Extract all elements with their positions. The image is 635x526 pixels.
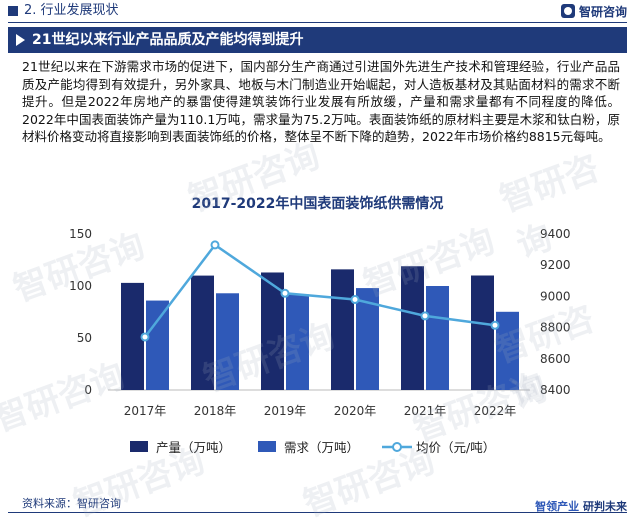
play-triangle-icon xyxy=(16,34,25,46)
section-square-icon xyxy=(8,6,18,16)
bar-demand xyxy=(216,293,239,390)
footer-slogan: 智领产业 研判未来 xyxy=(535,498,627,514)
x-axis-tick-label: 2022年 xyxy=(474,404,517,418)
brand: 智研咨询 xyxy=(560,3,627,19)
slogan-part-b: 研判未来 xyxy=(583,500,627,513)
bar-output xyxy=(191,275,214,390)
bar-output xyxy=(401,266,424,390)
price-point xyxy=(420,311,430,321)
x-axis-tick-label: 2020年 xyxy=(334,404,377,418)
legend-label: 均价（元/吨） xyxy=(416,440,495,455)
x-axis-tick-label: 2017年 xyxy=(124,404,167,418)
bar-demand xyxy=(426,286,449,390)
price-point xyxy=(490,320,500,330)
right-axis-tick-label: 8800 xyxy=(540,321,571,335)
legend-label: 需求（万吨） xyxy=(284,440,359,455)
chart-title: 2017-2022年中国表面装饰纸供需情况 xyxy=(191,196,444,212)
bar-output xyxy=(261,272,284,390)
right-axis-tick-label: 9000 xyxy=(540,289,571,303)
slogan-part-a: 智领产业 xyxy=(535,500,580,513)
x-axis-tick-label: 2018年 xyxy=(194,404,237,418)
legend-swatch-marker xyxy=(392,442,402,452)
bar-output xyxy=(331,269,354,390)
right-axis-tick-label: 8400 xyxy=(540,383,571,397)
legend-swatch xyxy=(130,441,148,452)
title-banner: 21世纪以来行业产品品质及产能均得到提升 xyxy=(8,27,627,53)
price-point xyxy=(140,332,150,342)
bar-demand xyxy=(286,294,309,390)
bar-output xyxy=(121,282,144,390)
footer-divider xyxy=(8,512,627,513)
left-axis-tick-label: 100 xyxy=(69,279,92,293)
right-axis-tick-label: 9400 xyxy=(540,227,571,241)
right-axis-tick-label: 9200 xyxy=(540,258,571,272)
price-point xyxy=(280,288,290,298)
banner-title: 21世纪以来行业产品品质及产能均得到提升 xyxy=(32,32,304,48)
section-header: 2. 行业发展现状 智研咨询 xyxy=(0,0,635,23)
bar-output xyxy=(471,275,494,390)
price-point xyxy=(210,240,220,250)
price-line xyxy=(144,243,496,338)
supply-demand-chart: 0 50 100 150 8400 8600 8800 9000 9200 9400 2017年 20… xyxy=(69,227,571,455)
x-axis-tick-label: 2019年 xyxy=(264,404,307,418)
price-point xyxy=(350,295,360,305)
x-axis-tick-label: 2021年 xyxy=(404,404,447,418)
brand-logo-icon xyxy=(560,4,575,18)
body-paragraph: 21世纪以来在下游需求市场的促进下，国内部分生产商通过引进国外先进生产技术和管理… xyxy=(22,59,620,145)
bar-demand xyxy=(356,288,379,390)
left-axis-tick-label: 50 xyxy=(77,331,92,345)
brand-name: 智研咨询 xyxy=(578,4,627,19)
legend-swatch xyxy=(258,441,276,452)
header-divider xyxy=(8,22,627,23)
source-note: 资料来源：智研咨询 xyxy=(22,497,121,510)
bar-demand xyxy=(496,311,519,390)
section-title: 2. 行业发展现状 xyxy=(24,3,119,18)
left-axis-tick-label: 150 xyxy=(69,227,92,241)
bar-demand xyxy=(146,300,169,390)
right-axis-tick-label: 8600 xyxy=(540,352,571,366)
legend-label: 产量（万吨） xyxy=(156,440,231,455)
left-axis-tick-label: 0 xyxy=(84,383,92,397)
